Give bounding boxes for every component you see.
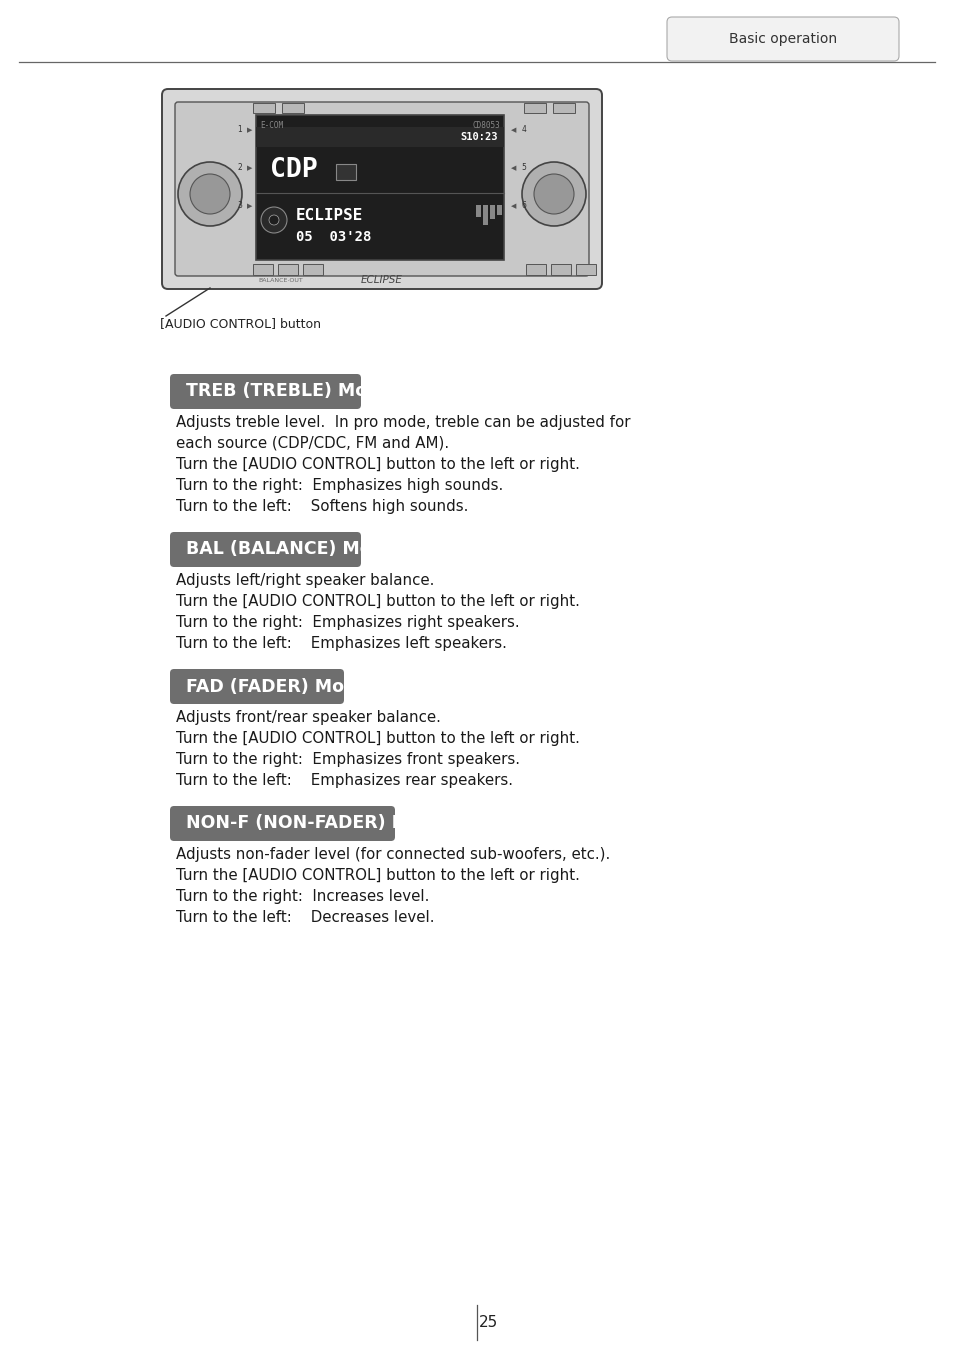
Circle shape (190, 173, 230, 214)
FancyBboxPatch shape (170, 533, 360, 566)
Bar (497, 205, 501, 215)
Bar (282, 103, 304, 112)
Bar (253, 103, 274, 112)
Bar (553, 103, 575, 112)
Text: ▶: ▶ (247, 127, 253, 133)
Text: Turn the [AUDIO CONTROL] button to the left or right.: Turn the [AUDIO CONTROL] button to the l… (175, 457, 579, 472)
Bar (490, 205, 495, 220)
Text: Turn to the left:    Softens high sounds.: Turn to the left: Softens high sounds. (175, 499, 468, 514)
Text: CD8053: CD8053 (472, 121, 499, 130)
Text: Adjusts left/right speaker balance.: Adjusts left/right speaker balance. (175, 573, 434, 588)
Circle shape (261, 207, 287, 233)
Circle shape (269, 215, 278, 225)
Text: Adjusts non-fader level (for connected sub-woofers, etc.).: Adjusts non-fader level (for connected s… (175, 847, 610, 862)
FancyBboxPatch shape (666, 18, 898, 61)
Text: Basic operation: Basic operation (728, 33, 836, 46)
Bar (335, 164, 355, 180)
Text: BALANCE·OUT: BALANCE·OUT (257, 278, 302, 282)
Text: Turn to the left:    Decreases level.: Turn to the left: Decreases level. (175, 911, 434, 925)
Text: ECLIPSE: ECLIPSE (360, 275, 402, 285)
Text: FAD (FADER) Mode: FAD (FADER) Mode (186, 678, 368, 695)
Text: Turn to the right:  Emphasizes front speakers.: Turn to the right: Emphasizes front spea… (175, 752, 519, 767)
Bar (482, 205, 488, 225)
Circle shape (521, 163, 585, 226)
FancyBboxPatch shape (170, 374, 360, 409)
Text: S10:23: S10:23 (460, 131, 497, 142)
Text: 2: 2 (237, 164, 242, 172)
Text: Turn the [AUDIO CONTROL] button to the left or right.: Turn the [AUDIO CONTROL] button to the l… (175, 869, 579, 883)
Bar (253, 264, 273, 275)
Text: Adjusts treble level.  In pro mode, treble can be adjusted for: Adjusts treble level. In pro mode, trebl… (175, 415, 630, 430)
Text: 05  03'28: 05 03'28 (295, 230, 371, 244)
Text: E-COM: E-COM (260, 121, 283, 130)
Bar (303, 264, 323, 275)
Text: Turn the [AUDIO CONTROL] button to the left or right.: Turn the [AUDIO CONTROL] button to the l… (175, 593, 579, 608)
Bar (277, 264, 297, 275)
Bar (523, 103, 545, 112)
Text: Turn to the left:    Emphasizes rear speakers.: Turn to the left: Emphasizes rear speake… (175, 772, 513, 789)
Text: CDP: CDP (270, 157, 317, 183)
Text: [AUDIO CONTROL] button: [AUDIO CONTROL] button (160, 317, 320, 331)
Text: Turn to the right:  Emphasizes high sounds.: Turn to the right: Emphasizes high sound… (175, 478, 503, 493)
Bar (576, 264, 596, 275)
Circle shape (178, 163, 242, 226)
Text: Turn the [AUDIO CONTROL] button to the left or right.: Turn the [AUDIO CONTROL] button to the l… (175, 730, 579, 747)
Text: ▶: ▶ (247, 203, 253, 209)
Bar (255, 115, 503, 260)
Bar (255, 127, 503, 146)
Text: each source (CDP/CDC, FM and AM).: each source (CDP/CDC, FM and AM). (175, 436, 449, 451)
Text: 1: 1 (237, 126, 242, 134)
Text: 3: 3 (237, 202, 242, 210)
Text: ◀: ◀ (511, 165, 517, 171)
Text: ▶: ▶ (247, 165, 253, 171)
Text: Turn to the left:    Emphasizes left speakers.: Turn to the left: Emphasizes left speake… (175, 635, 506, 650)
Text: ◀: ◀ (511, 127, 517, 133)
Text: 5: 5 (521, 164, 526, 172)
Text: Adjusts front/rear speaker balance.: Adjusts front/rear speaker balance. (175, 710, 440, 725)
Text: NON-F (NON-FADER) Mode: NON-F (NON-FADER) Mode (186, 814, 445, 832)
Text: 6: 6 (521, 202, 526, 210)
Bar (525, 264, 545, 275)
FancyBboxPatch shape (170, 669, 344, 705)
Circle shape (534, 173, 574, 214)
Text: Turn to the right:  Increases level.: Turn to the right: Increases level. (175, 889, 429, 904)
Text: ◀: ◀ (511, 203, 517, 209)
Text: Turn to the right:  Emphasizes right speakers.: Turn to the right: Emphasizes right spea… (175, 615, 519, 630)
FancyBboxPatch shape (170, 806, 395, 841)
Bar (476, 205, 480, 217)
Text: TREB (TREBLE) Mode: TREB (TREBLE) Mode (186, 382, 391, 401)
FancyBboxPatch shape (162, 89, 601, 289)
FancyBboxPatch shape (174, 102, 588, 276)
Text: ECLIPSE: ECLIPSE (295, 207, 363, 222)
Text: 25: 25 (478, 1314, 498, 1331)
Text: 4: 4 (521, 126, 526, 134)
Bar (551, 264, 571, 275)
Text: BAL (BALANCE) Mode: BAL (BALANCE) Mode (186, 541, 395, 558)
